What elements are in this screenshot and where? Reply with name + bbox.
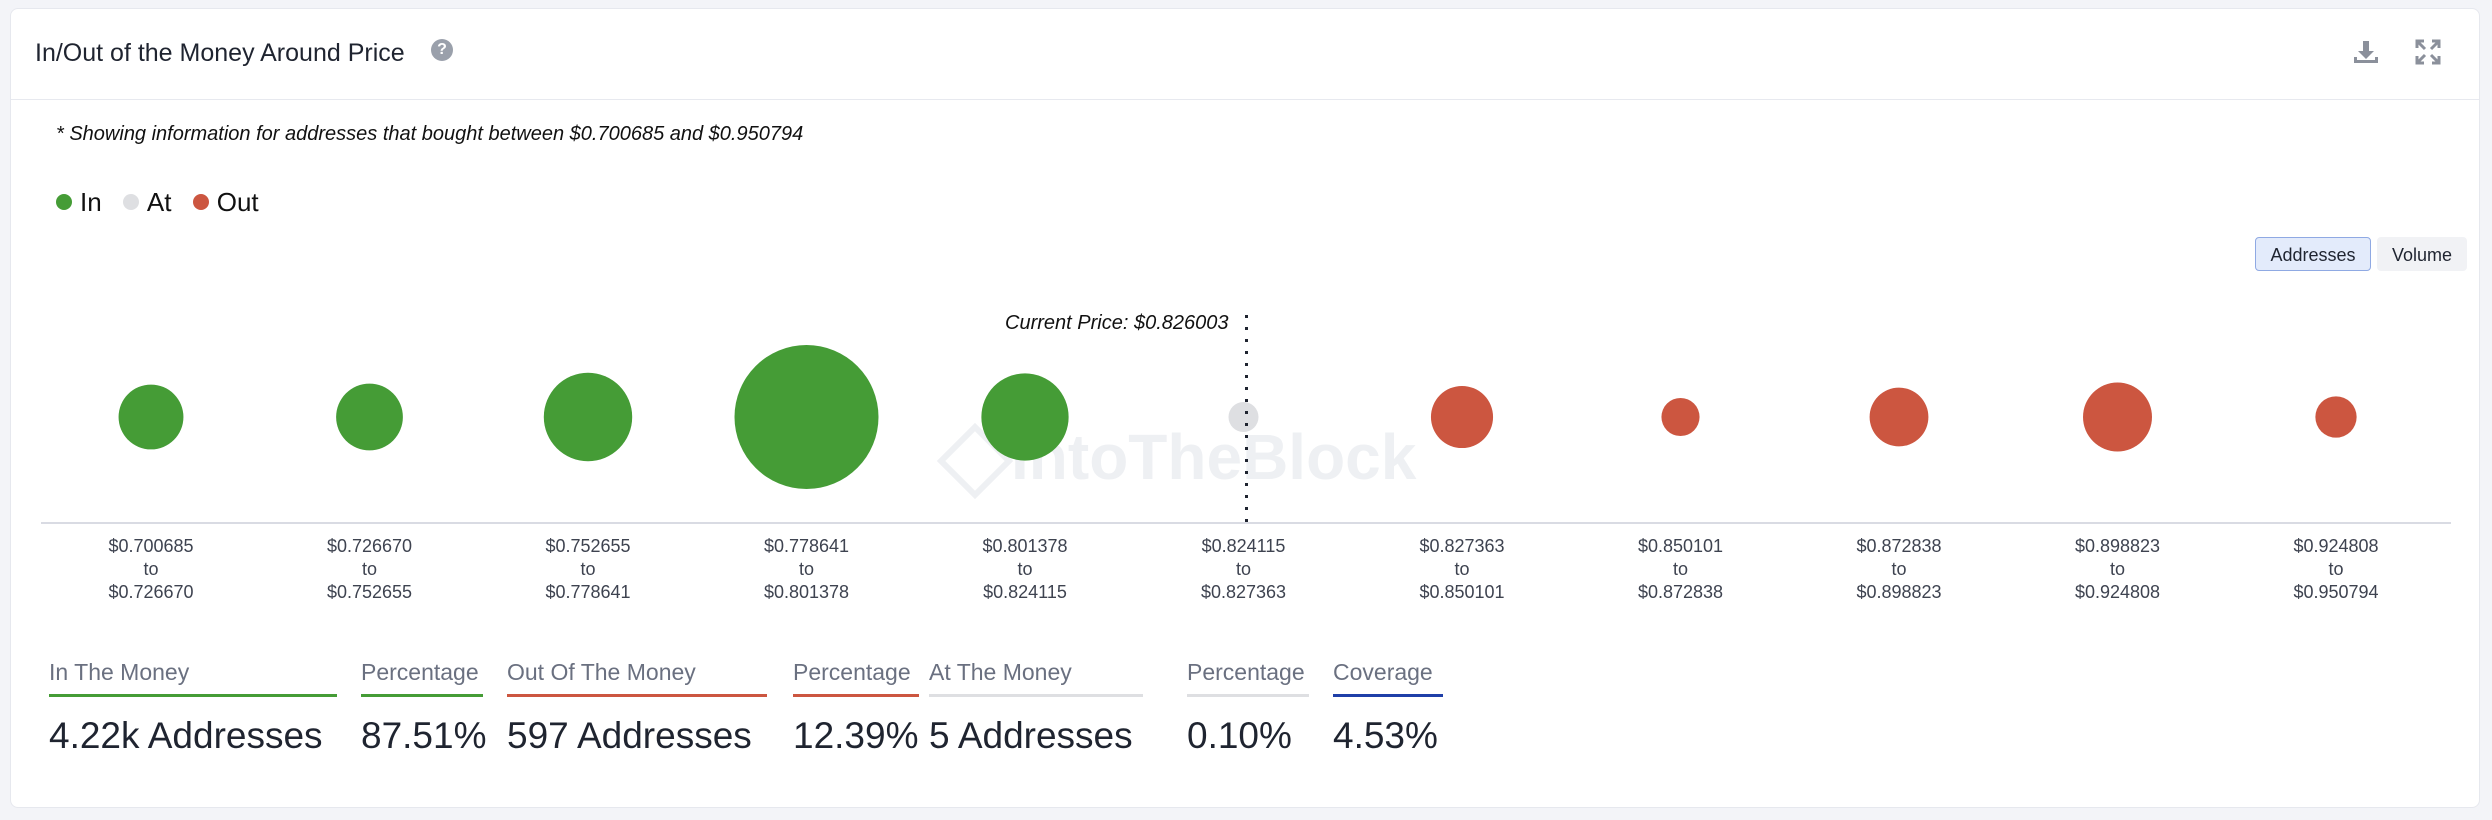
stat-label-0: In The Money — [49, 659, 337, 697]
stat-value-4: 5 Addresses — [929, 715, 1133, 756]
legend-label-out: Out — [216, 187, 259, 217]
stat-label-3: Percentage — [793, 659, 919, 697]
tick-label-to-word-7: to — [1673, 559, 1688, 579]
tick-label-to-8: $0.898823 — [1856, 582, 1941, 602]
legend-item-at[interactable]: At — [122, 187, 172, 218]
tick-label-from-1: $0.726670 — [327, 536, 412, 556]
legend-item-out[interactable]: Out — [192, 187, 259, 218]
bubble-4 — [981, 373, 1069, 461]
tick-label-from-3: $0.778641 — [764, 536, 849, 556]
chart-title: In/Out of the Money Around Price — [35, 39, 405, 67]
tick-label-to-word-0: to — [143, 559, 158, 579]
legend-label-at: At — [146, 187, 172, 217]
tick-label-to-10: $0.950794 — [2293, 582, 2378, 602]
volume-toggle-button[interactable]: Volume — [2377, 237, 2467, 271]
stat-value-1: 87.51% — [361, 715, 487, 756]
tick-label-from-4: $0.801378 — [982, 536, 1067, 556]
stat-value-5: 0.10% — [1187, 715, 1292, 756]
tick-label-to-7: $0.872838 — [1638, 582, 1723, 602]
tick-label-to-word-5: to — [1236, 559, 1251, 579]
stat-6: Coverage 4.53% — [1333, 659, 1443, 757]
tick-label-from-9: $0.898823 — [2075, 536, 2160, 556]
bubble-5 — [1228, 402, 1259, 432]
question-circle-icon[interactable]: ? — [431, 39, 453, 61]
stat-value-3: 12.39% — [793, 715, 919, 756]
stat-3: Percentage 12.39% — [793, 659, 919, 757]
tick-label-to-word-8: to — [1891, 559, 1906, 579]
legend-dot-out — [192, 194, 209, 211]
tick-label-to-word-9: to — [2110, 559, 2125, 579]
tick-label-to-2: $0.778641 — [545, 582, 630, 602]
stat-5: Percentage 0.10% — [1187, 659, 1309, 757]
bubble-chart: IntoTheBlock $0.700685 to $0.726670 $0.72667… — [41, 312, 2451, 602]
addresses-toggle-button[interactable]: Addresses — [2255, 237, 2371, 271]
legend-item-in[interactable]: In — [56, 187, 102, 218]
stat-label-5: Percentage — [1187, 659, 1309, 697]
expand-icon[interactable] — [2413, 37, 2443, 67]
download-icon[interactable] — [2351, 37, 2381, 67]
bubble-3 — [734, 345, 879, 489]
chart-card: In/Out of the Money Around Price ? * Sho… — [10, 8, 2480, 808]
stat-value-2: 597 Addresses — [507, 715, 752, 756]
bubble-1 — [336, 383, 403, 451]
bubble-6 — [1430, 385, 1494, 449]
legend-dot-in — [56, 194, 72, 211]
tick-label-from-8: $0.872838 — [1856, 536, 1941, 556]
stat-label-2: Out Of The Money — [507, 659, 767, 697]
current-price-label: Current Price: $0.826003 — [1005, 312, 1228, 334]
stat-value-6: 4.53% — [1333, 715, 1438, 756]
bubble-9 — [2083, 382, 2152, 452]
legend-dot-at — [122, 194, 139, 211]
tick-label-from-2: $0.752655 — [545, 536, 630, 556]
tick-label-to-6: $0.850101 — [1419, 582, 1504, 602]
tick-label-to-9: $0.924808 — [2075, 582, 2160, 602]
tick-label-from-5: $0.824115 — [1202, 536, 1286, 556]
tick-label-to-word-4: to — [1017, 559, 1032, 579]
tick-label-to-word-6: to — [1454, 559, 1469, 579]
bubble-8 — [1869, 387, 1929, 447]
watermark-text: IntoTheBlock — [1011, 421, 1417, 493]
tick-label-to-word-1: to — [362, 559, 377, 579]
range-note: * Showing information for addresses that… — [56, 123, 804, 145]
card-header: In/Out of the Money Around Price ? — [11, 9, 2479, 100]
tick-label-from-10: $0.924808 — [2293, 536, 2378, 556]
tick-label-from-0: $0.700685 — [108, 536, 193, 556]
stat-4: At The Money 5 Addresses — [929, 659, 1143, 757]
bubble-10 — [2315, 396, 2357, 438]
tick-label-to-0: $0.726670 — [108, 582, 193, 602]
legend: In At Out — [56, 187, 273, 218]
legend-label-in: In — [80, 187, 102, 217]
tick-label-to-3: $0.801378 — [764, 582, 849, 602]
tick-label-to-4: $0.824115 — [983, 582, 1067, 602]
tick-label-to-1: $0.752655 — [327, 582, 412, 602]
stat-2: Out Of The Money 597 Addresses — [507, 659, 767, 757]
tick-label-to-word-10: to — [2328, 559, 2343, 579]
stat-label-4: At The Money — [929, 659, 1143, 697]
tick-label-from-6: $0.827363 — [1419, 536, 1504, 556]
tick-label-to-5: $0.827363 — [1201, 582, 1286, 602]
bubble-2 — [543, 372, 633, 462]
tick-label-to-word-3: to — [799, 559, 814, 579]
stat-label-6: Coverage — [1333, 659, 1443, 697]
tick-label-from-7: $0.850101 — [1638, 536, 1723, 556]
stat-label-1: Percentage — [361, 659, 483, 697]
stat-1: Percentage 87.51% — [361, 659, 487, 757]
stat-value-0: 4.22k Addresses — [49, 715, 323, 756]
bubble-7 — [1661, 397, 1700, 437]
bubble-0 — [118, 384, 184, 450]
stat-0: In The Money 4.22k Addresses — [49, 659, 337, 757]
tick-label-to-word-2: to — [580, 559, 595, 579]
